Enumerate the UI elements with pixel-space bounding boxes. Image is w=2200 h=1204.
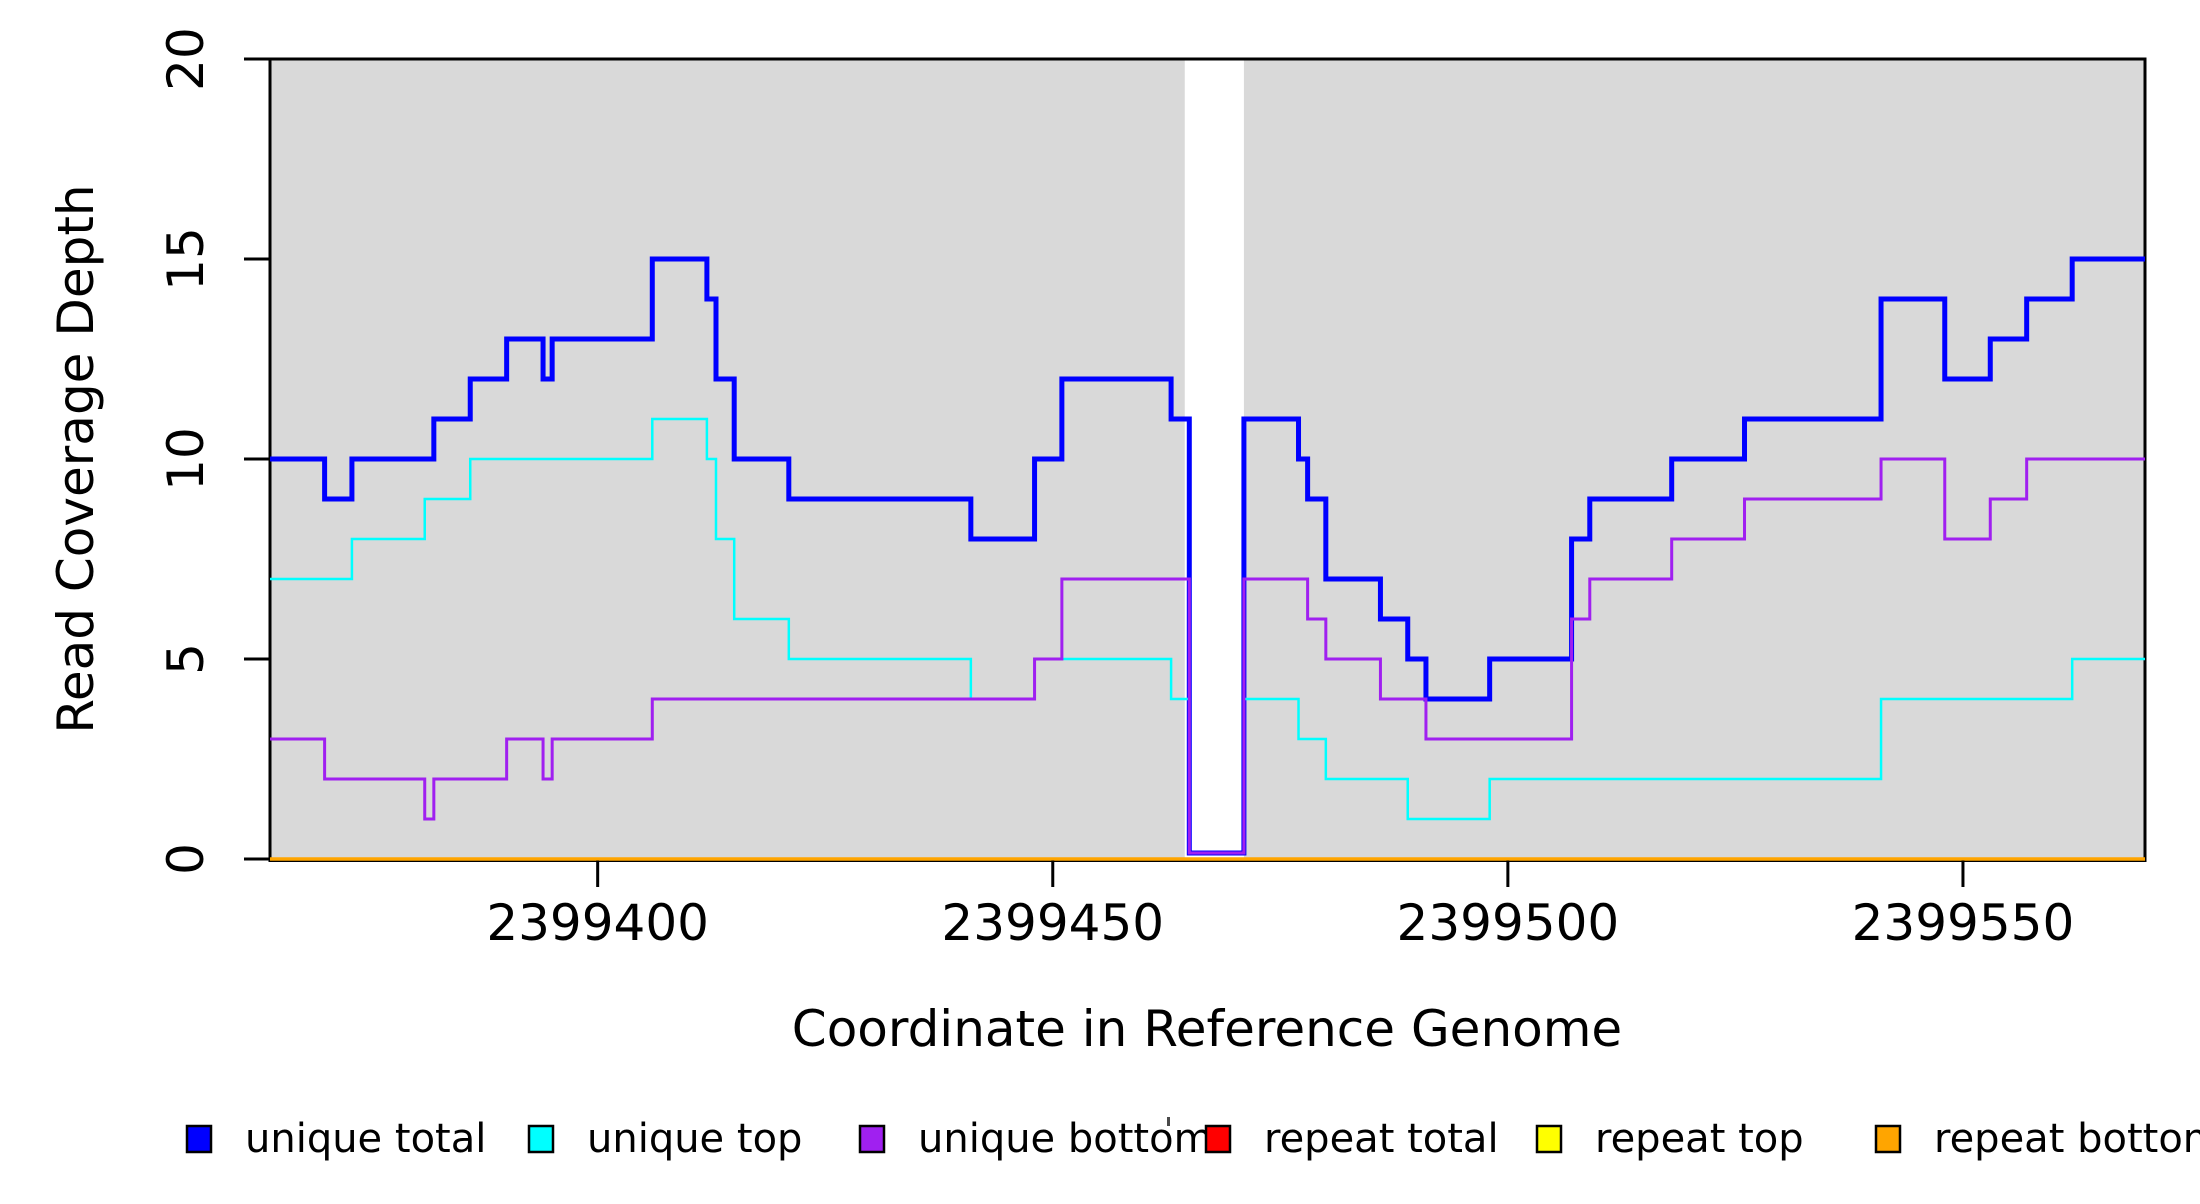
series-line-unique-bottom bbox=[270, 457, 2145, 855]
x-tick-label: 2399500 bbox=[1397, 894, 1620, 952]
x-tick-label: 2399550 bbox=[1852, 894, 2075, 952]
legend-label: unique total bbox=[245, 1116, 486, 1162]
legend-swatch-repeat-total bbox=[1204, 1124, 1232, 1154]
y-tick-label: 20 bbox=[157, 27, 215, 91]
legend: unique total unique top unique bottom repea… bbox=[185, 1116, 2200, 1162]
legend-label: repeat bottom bbox=[1934, 1116, 2200, 1162]
legend-entry: unique top bbox=[527, 1116, 802, 1162]
legend-entry: unique total bbox=[185, 1116, 486, 1162]
legend-label: unique top bbox=[587, 1116, 802, 1162]
axis-layer: 2399400 2399450 2399500 2399550 0 5 10 15 20 bbox=[157, 27, 2074, 952]
legend-entry: repeat bottom bbox=[1874, 1116, 2200, 1162]
y-tick-label: 10 bbox=[157, 427, 215, 491]
y-tick-label: 0 bbox=[157, 843, 215, 875]
legend-label: repeat top bbox=[1595, 1116, 1804, 1162]
legend-swatch-unique-total bbox=[185, 1124, 213, 1154]
y-axis-title: Read Coverage Depth bbox=[47, 184, 105, 733]
x-axis-title: Coordinate in Reference Genome bbox=[792, 1000, 1622, 1058]
y-tick-label: 15 bbox=[157, 227, 215, 291]
series-layer bbox=[270, 256, 2145, 861]
legend-entry: repeat total bbox=[1204, 1116, 1499, 1162]
legend-swatch-repeat-bottom bbox=[1874, 1124, 1902, 1154]
legend-swatch-repeat-top bbox=[1535, 1124, 1563, 1154]
y-tick-label: 5 bbox=[157, 643, 215, 675]
legend-label: repeat total bbox=[1264, 1116, 1499, 1162]
legend-entry: repeat top bbox=[1535, 1116, 1804, 1162]
stray-mark bbox=[1167, 1117, 1170, 1126]
legend-swatch-unique-bottom bbox=[858, 1124, 886, 1154]
x-tick-label: 2399400 bbox=[486, 894, 709, 952]
legend-label: unique bottom bbox=[918, 1116, 1213, 1162]
x-tick-label: 2399450 bbox=[941, 894, 1164, 952]
legend-swatch-unique-top bbox=[527, 1124, 555, 1154]
legend-entry: unique bottom bbox=[858, 1116, 1213, 1162]
